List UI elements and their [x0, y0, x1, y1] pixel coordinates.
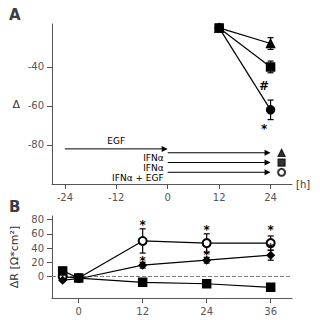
svg-text:-60: -60 — [28, 100, 44, 111]
svg-text:36: 36 — [264, 306, 277, 317]
svg-text:*: * — [140, 254, 147, 268]
svg-text:12: 12 — [136, 306, 149, 317]
svg-text:-80: -80 — [28, 139, 44, 150]
svg-text:*: * — [204, 248, 211, 262]
svg-text:12: 12 — [213, 192, 226, 203]
svg-text:0: 0 — [38, 271, 44, 282]
svg-text:IFNα: IFNα — [143, 163, 164, 173]
svg-text:IFNα: IFNα — [143, 153, 164, 163]
svg-text:0: 0 — [165, 192, 171, 203]
svg-text:80: 80 — [31, 214, 44, 225]
svg-text:24: 24 — [200, 306, 213, 317]
svg-text:*: * — [268, 241, 275, 255]
svg-text:A: A — [9, 6, 21, 24]
svg-text:20: 20 — [31, 257, 44, 268]
svg-text:Δ: Δ — [12, 98, 20, 111]
svg-text:24: 24 — [264, 192, 277, 203]
svg-text:60: 60 — [31, 228, 44, 239]
svg-text:-24: -24 — [57, 192, 73, 203]
svg-text:*: * — [204, 223, 211, 237]
svg-text:#: # — [259, 79, 269, 93]
svg-text:*: * — [261, 122, 268, 136]
svg-text:EGF: EGF — [107, 136, 125, 146]
svg-text:-40: -40 — [28, 61, 44, 72]
svg-text:*: * — [268, 223, 275, 237]
svg-text:[h]: [h] — [296, 179, 310, 190]
svg-text:40: 40 — [31, 243, 44, 254]
svg-text:ΔR [Ω*cm²]: ΔR [Ω*cm²] — [8, 226, 21, 288]
svg-text:-12: -12 — [108, 192, 124, 203]
svg-text:IFNα + EGF: IFNα + EGF — [112, 173, 164, 183]
svg-text:B: B — [9, 198, 20, 216]
svg-text:0: 0 — [75, 306, 81, 317]
svg-text:*: * — [140, 218, 147, 232]
